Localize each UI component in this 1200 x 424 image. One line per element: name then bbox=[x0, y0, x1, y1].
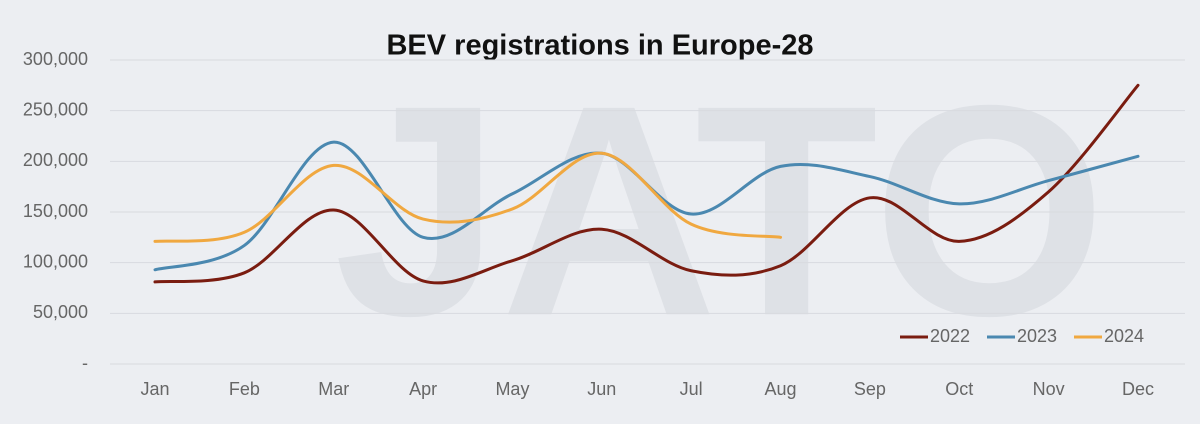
x-tick-label: Apr bbox=[409, 379, 437, 399]
line-series bbox=[153, 83, 1140, 285]
y-tick-label: 250,000 bbox=[23, 99, 88, 119]
line-series bbox=[153, 151, 783, 243]
watermark: JATO bbox=[334, 42, 1106, 378]
x-tick-label: Nov bbox=[1033, 379, 1065, 399]
x-tick-label: Dec bbox=[1122, 379, 1154, 399]
x-tick-label: Sep bbox=[854, 379, 886, 399]
chart-title: BEV registrations in Europe-28 bbox=[386, 30, 813, 62]
y-tick-label: - bbox=[82, 353, 88, 373]
x-tick-label: Jul bbox=[680, 379, 703, 399]
x-tick-label: Oct bbox=[945, 379, 973, 399]
y-tick-label: 100,000 bbox=[23, 251, 88, 271]
x-tick-label: Feb bbox=[229, 379, 260, 399]
x-tick-label: Mar bbox=[318, 379, 349, 399]
x-tick-label: Jun bbox=[587, 379, 616, 399]
y-tick-label: 300,000 bbox=[23, 49, 88, 69]
x-tick-label: Aug bbox=[765, 379, 797, 399]
y-tick-label: 150,000 bbox=[23, 201, 88, 221]
y-tick-label: 200,000 bbox=[23, 150, 88, 170]
legend-label: 2023 bbox=[1017, 326, 1057, 346]
y-tick-label: 50,000 bbox=[33, 302, 88, 322]
legend-label: 2022 bbox=[930, 326, 970, 346]
x-tick-label: May bbox=[495, 379, 529, 399]
x-tick-label: Jan bbox=[140, 379, 169, 399]
legend-label: 2024 bbox=[1104, 326, 1144, 346]
